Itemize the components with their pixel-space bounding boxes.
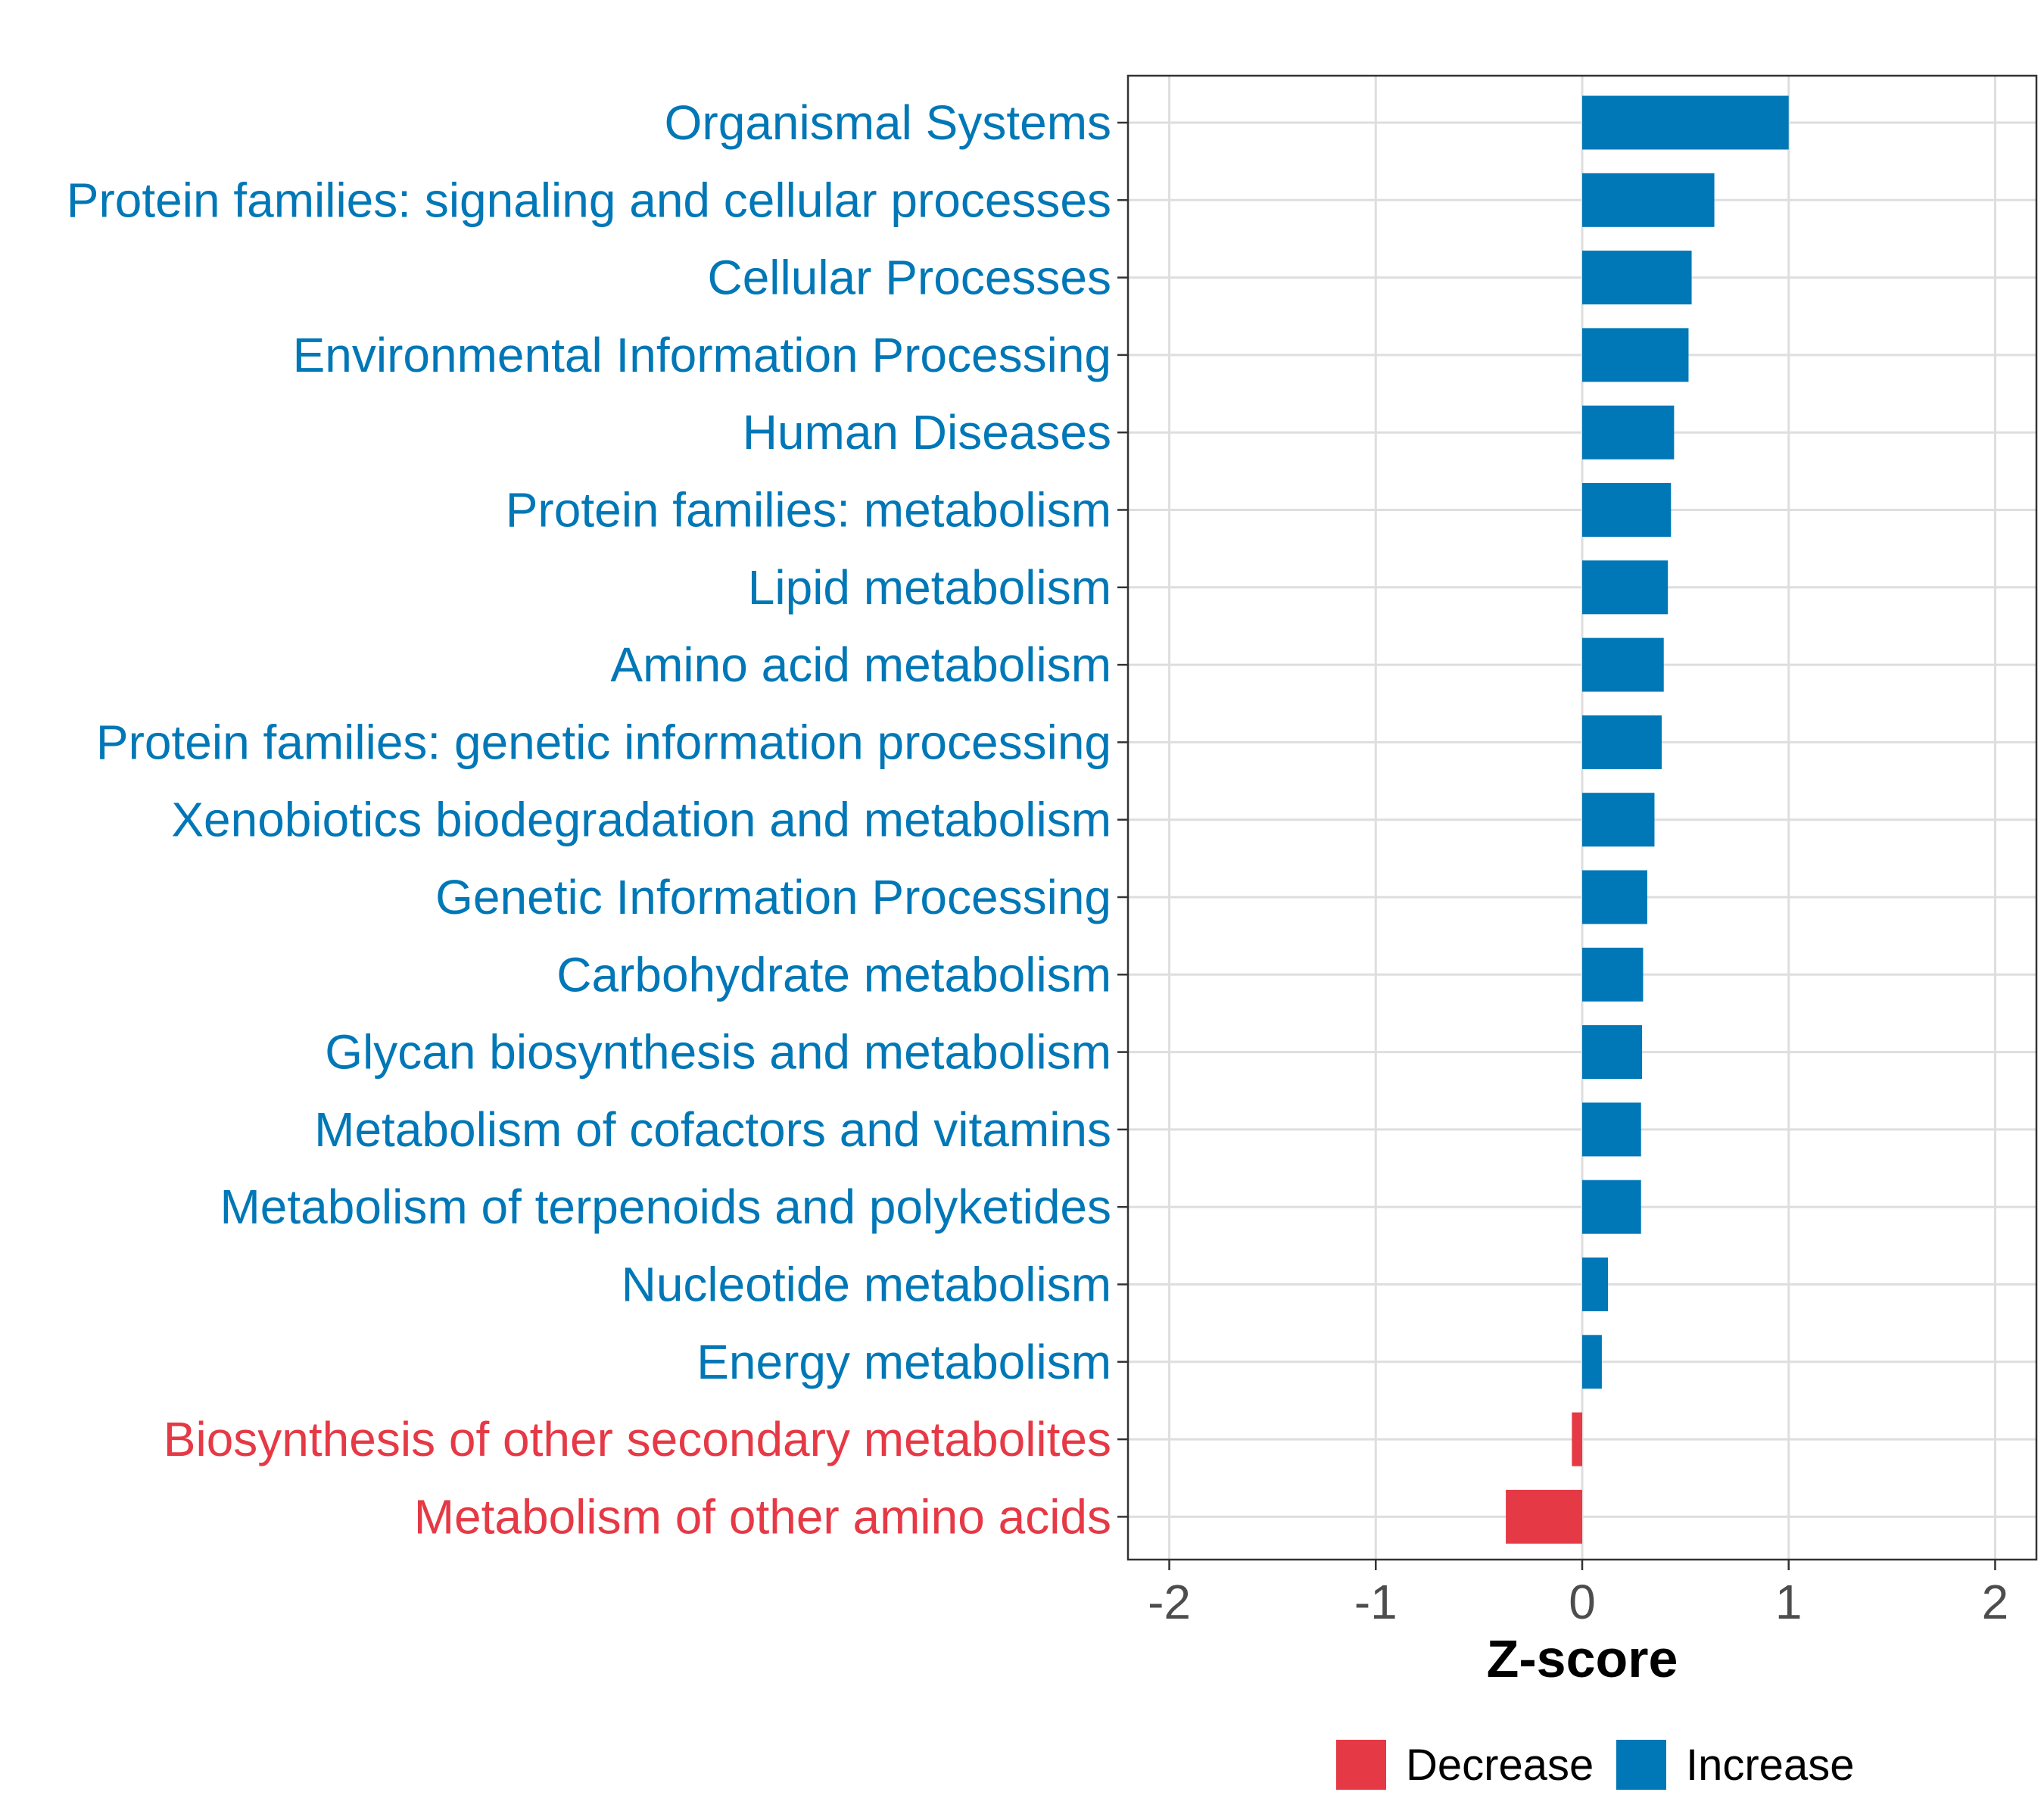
legend-label: Decrease — [1406, 1741, 1594, 1790]
bar — [1506, 1489, 1582, 1544]
x-tick-label: 2 — [1982, 1575, 2009, 1629]
y-tick-label: Metabolism of cofactors and vitamins — [314, 1102, 1111, 1157]
y-tick-label: Protein families: signaling and cellular… — [67, 173, 1111, 227]
y-tick-label: Organismal Systems — [665, 95, 1111, 150]
y-tick-label: Nucleotide metabolism — [622, 1258, 1111, 1312]
bar — [1582, 947, 1644, 1002]
y-tick-label: Xenobiotics biodegradation and metabolis… — [171, 793, 1111, 847]
x-tick-label: -2 — [1148, 1575, 1191, 1629]
y-tick-label: Protein families: metabolism — [506, 483, 1111, 538]
y-tick-label: Amino acid metabolism — [610, 637, 1111, 692]
bar — [1582, 95, 1789, 150]
bar — [1582, 405, 1675, 460]
bar — [1582, 1102, 1641, 1157]
y-tick-label: Cellular Processes — [707, 251, 1111, 305]
bar — [1572, 1412, 1582, 1466]
bar — [1582, 870, 1647, 924]
y-tick-label: Biosynthesis of other secondary metaboli… — [164, 1412, 1111, 1466]
y-tick-label: Metabolism of other amino acids — [414, 1489, 1111, 1544]
x-tick-label: 0 — [1569, 1575, 1596, 1629]
bar — [1582, 1025, 1643, 1080]
bar — [1582, 715, 1662, 769]
legend-key — [1616, 1740, 1666, 1790]
bar — [1582, 1258, 1609, 1311]
y-tick-label: Energy metabolism — [696, 1335, 1111, 1389]
bar — [1582, 251, 1692, 305]
bar — [1582, 328, 1689, 382]
bar — [1582, 637, 1664, 692]
legend-label: Increase — [1686, 1741, 1854, 1790]
x-tick-label: 1 — [1775, 1575, 1803, 1629]
x-tick-label: -1 — [1354, 1575, 1397, 1629]
legend-key — [1336, 1740, 1386, 1790]
bar — [1582, 793, 1655, 847]
bars — [1506, 95, 1789, 1544]
y-tick-label: Genetic Information Processing — [435, 870, 1111, 924]
bar — [1582, 1180, 1641, 1234]
y-tick-label: Carbohydrate metabolism — [556, 947, 1111, 1002]
y-tick-label: Metabolism of terpenoids and polyketides — [220, 1180, 1111, 1234]
y-tick-label: Lipid metabolism — [748, 560, 1111, 615]
y-tick-label: Glycan biosynthesis and metabolism — [325, 1025, 1111, 1080]
x-axis: -2 -1 0 1 2 — [1148, 1560, 2008, 1629]
y-tick-label: Human Diseases — [743, 405, 1111, 460]
bar — [1582, 1335, 1602, 1389]
x-axis-title: Z-score — [1487, 1629, 1678, 1688]
y-axis: Organismal Systems Protein families: sign… — [67, 95, 1128, 1544]
y-tick-label: Protein families: genetic information pr… — [96, 715, 1111, 769]
bar — [1582, 173, 1715, 227]
bar — [1582, 483, 1672, 537]
bar — [1582, 560, 1669, 615]
legend: Decrease Increase — [1336, 1740, 1854, 1790]
y-tick-label: Environmental Information Processing — [293, 328, 1111, 382]
